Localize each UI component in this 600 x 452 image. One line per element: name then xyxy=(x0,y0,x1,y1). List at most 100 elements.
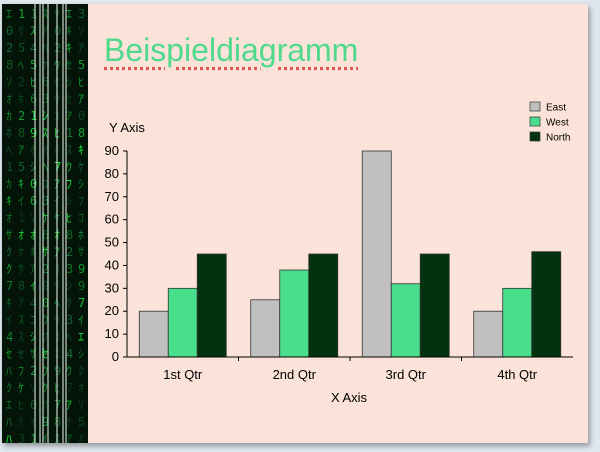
svg-text:4: 4 xyxy=(30,41,37,55)
svg-text:ｻ: ｻ xyxy=(18,262,24,276)
svg-text:ｳ: ｳ xyxy=(66,160,72,174)
svg-text:ｷ: ｷ xyxy=(66,24,72,38)
svg-text:4: 4 xyxy=(6,330,13,344)
bar xyxy=(308,253,339,358)
svg-text:5: 5 xyxy=(78,58,85,72)
svg-text:ﾊ: ﾊ xyxy=(6,432,12,443)
svg-text:ｲ: ｲ xyxy=(6,313,12,327)
svg-text:ｴ: ｴ xyxy=(66,7,72,21)
svg-text:8: 8 xyxy=(66,228,73,242)
bar xyxy=(138,310,169,358)
svg-text:ﾌ: ﾌ xyxy=(18,364,24,378)
svg-text:ｽ: ｽ xyxy=(18,330,24,344)
svg-text:ｾ: ｾ xyxy=(18,347,24,361)
svg-text:2: 2 xyxy=(18,109,25,123)
svg-text:ｶ: ｶ xyxy=(6,177,12,191)
svg-text:ｲ: ｲ xyxy=(30,279,36,293)
svg-text:ｳ: ｳ xyxy=(66,364,72,378)
svg-text:ｵ: ｵ xyxy=(78,432,84,443)
y-axis-label: Y Axis xyxy=(109,120,145,135)
svg-text:ｹ: ｹ xyxy=(78,160,84,174)
svg-text:1: 1 xyxy=(30,7,37,21)
svg-text:ｻ: ｻ xyxy=(30,347,36,361)
svg-text:ｽ: ｽ xyxy=(66,143,72,157)
svg-text:ｼ: ｼ xyxy=(78,177,84,191)
svg-text:ｽ: ｽ xyxy=(18,313,24,327)
bar-chart: Y Axis X Axis 0 10 20 30 40 50 60 70 80 90 1st Qt… xyxy=(105,101,573,405)
svg-text:0: 0 xyxy=(42,296,49,310)
svg-text:1: 1 xyxy=(66,126,73,140)
svg-text:ｳ: ｳ xyxy=(42,313,48,327)
svg-text:4: 4 xyxy=(66,347,73,361)
svg-text:1: 1 xyxy=(30,432,37,443)
svg-text:ｷ: ｷ xyxy=(6,194,12,208)
svg-text:ｳ: ｳ xyxy=(42,364,48,378)
legend-entry: North xyxy=(546,133,570,144)
legend-entry: West xyxy=(546,118,569,129)
svg-text:ｷ: ｷ xyxy=(78,143,84,157)
svg-text:ｹ: ｹ xyxy=(18,245,24,259)
slide-title: Beispieldiagramm xyxy=(104,32,359,68)
x-tick-label: 4th Qtr xyxy=(497,367,537,382)
svg-text:ｹ: ｹ xyxy=(42,211,48,225)
svg-text:ｷ: ｷ xyxy=(6,296,12,310)
svg-text:ﾌ: ﾌ xyxy=(78,194,84,208)
svg-text:ｷ: ｷ xyxy=(30,245,36,259)
y-tick-label: 0 xyxy=(112,349,119,364)
svg-text:ｻ: ｻ xyxy=(78,245,84,259)
bars xyxy=(138,150,562,358)
svg-text:ｻ: ｻ xyxy=(18,24,24,38)
svg-text:ｶ: ｶ xyxy=(6,109,12,123)
svg-text:5: 5 xyxy=(78,415,85,429)
svg-text:ｱ: ｱ xyxy=(78,41,84,55)
svg-text:ｻ: ｻ xyxy=(6,228,12,242)
svg-text:ﾍ: ﾍ xyxy=(18,58,24,72)
svg-text:ｴ: ｴ xyxy=(78,330,84,344)
svg-text:ﾊ: ﾊ xyxy=(6,415,12,429)
svg-text:ｱ: ｱ xyxy=(18,143,24,157)
svg-text:3: 3 xyxy=(18,432,25,443)
svg-text:ｿ: ｿ xyxy=(6,75,12,89)
svg-text:ｾ: ｾ xyxy=(66,92,72,106)
svg-text:ｹ: ｹ xyxy=(42,58,48,72)
svg-text:ｵ: ｵ xyxy=(78,381,84,395)
legend-swatch xyxy=(529,131,541,142)
svg-text:ｼ: ｼ xyxy=(78,347,84,361)
legend-entry: East xyxy=(546,103,566,114)
svg-text:8: 8 xyxy=(78,126,85,140)
svg-text:ｽ: ｽ xyxy=(42,7,48,21)
svg-text:0: 0 xyxy=(78,109,85,123)
svg-text:ｵ: ｵ xyxy=(30,228,36,242)
svg-text:9: 9 xyxy=(54,364,61,378)
y-tick-label: 70 xyxy=(105,189,119,204)
svg-text:2: 2 xyxy=(54,41,61,55)
svg-text:ｿ: ｿ xyxy=(30,381,36,395)
svg-text:6: 6 xyxy=(30,194,37,208)
x-tick-label: 3rd Qtr xyxy=(386,367,427,382)
svg-text:ﾌ: ﾌ xyxy=(66,177,72,191)
svg-text:ｼ: ｼ xyxy=(30,160,36,174)
svg-text:ｸ: ｸ xyxy=(6,381,12,395)
svg-text:ｼ: ｼ xyxy=(66,194,72,208)
svg-text:ｸ: ｸ xyxy=(6,245,12,259)
svg-text:ｻ: ｻ xyxy=(42,398,48,412)
svg-text:ｾ: ｾ xyxy=(42,347,48,361)
svg-text:ｶ: ｶ xyxy=(18,415,24,429)
svg-text:ｲ: ｲ xyxy=(18,194,24,208)
svg-text:0: 0 xyxy=(30,398,37,412)
y-tick-label: 20 xyxy=(105,303,119,318)
y-tick-label: 50 xyxy=(105,235,119,250)
bar xyxy=(250,299,281,358)
svg-text:7: 7 xyxy=(78,296,85,310)
svg-text:ﾎ: ﾎ xyxy=(78,228,84,242)
svg-text:ｲ: ｲ xyxy=(42,432,48,443)
svg-text:ﾋ: ﾋ xyxy=(66,211,72,225)
svg-text:ｼ: ｼ xyxy=(30,330,36,344)
svg-text:9: 9 xyxy=(78,262,85,276)
legend-swatch xyxy=(529,116,541,127)
bar xyxy=(361,150,392,358)
y-tick-label: 80 xyxy=(105,166,119,181)
svg-text:ｾ: ｾ xyxy=(66,58,72,72)
svg-text:ｷ: ｷ xyxy=(66,41,72,55)
